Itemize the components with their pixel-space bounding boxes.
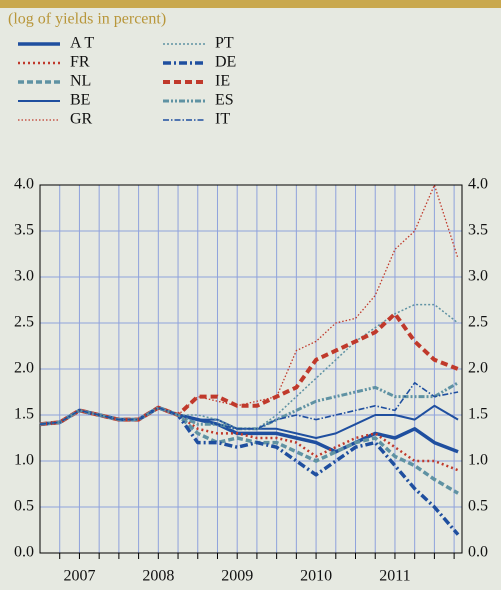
x-tick-label: 2008 xyxy=(142,568,174,585)
x-tick-label: 2010 xyxy=(300,568,332,585)
top-bar xyxy=(0,0,501,8)
series-line xyxy=(39,406,459,472)
legend-label: IE xyxy=(215,73,230,90)
series-line xyxy=(39,311,459,427)
legend-label: FR xyxy=(70,54,90,71)
y-tick-label: 1.5 xyxy=(14,406,34,423)
y2-tick-label: 1.5 xyxy=(468,406,488,423)
legend-label: BE xyxy=(70,92,90,109)
legend-label: NL xyxy=(70,73,91,90)
y-tick-label: 0.0 xyxy=(14,544,34,561)
x-tick-label: 2007 xyxy=(63,568,95,585)
series-line xyxy=(39,382,459,430)
series-line xyxy=(39,184,459,425)
y-tick-label: 2.5 xyxy=(14,314,34,331)
y-tick-label: 3.0 xyxy=(14,268,34,285)
y2-tick-label: 2.5 xyxy=(468,314,488,331)
y2-tick-label: 3.0 xyxy=(468,268,488,285)
chart-subtitle: (log of yields in percent) xyxy=(8,11,166,28)
legend-label: ES xyxy=(215,92,234,109)
y2-tick-label: 0.0 xyxy=(468,544,488,561)
y2-tick-label: 3.5 xyxy=(468,222,488,239)
plot-frame xyxy=(39,184,463,554)
legend-label: GR xyxy=(70,111,93,128)
y2-tick-label: 2.0 xyxy=(468,360,488,377)
legend-label: DE xyxy=(215,54,236,71)
y-tick-label: 0.5 xyxy=(14,498,34,515)
series-line xyxy=(39,405,460,536)
legend-label: PT xyxy=(215,35,234,52)
y-tick-label: 4.0 xyxy=(14,176,34,193)
x-tick-label: 2011 xyxy=(379,568,410,585)
y-tick-label: 1.0 xyxy=(14,452,34,469)
y2-tick-label: 1.0 xyxy=(468,452,488,469)
legend-label: A T xyxy=(70,35,94,52)
y2-tick-label: 0.5 xyxy=(468,498,488,515)
x-tick-label: 2009 xyxy=(221,568,253,585)
y2-tick-label: 4.0 xyxy=(468,176,488,193)
y-tick-label: 3.5 xyxy=(14,222,34,239)
y-tick-label: 2.0 xyxy=(14,360,34,377)
legend-label: IT xyxy=(215,111,230,128)
